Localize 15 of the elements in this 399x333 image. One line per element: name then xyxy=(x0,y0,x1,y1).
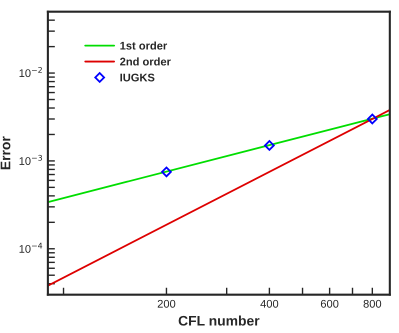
point xyxy=(161,166,172,178)
point xyxy=(367,114,378,124)
x-tick-label: 200 xyxy=(158,300,176,308)
legend-label: IUGKS xyxy=(120,74,154,82)
y-axis-title: Error xyxy=(0,136,10,170)
y-tick-label: 10$^{−4}$ xyxy=(20,242,42,253)
x-axis-title: CFL number xyxy=(178,315,260,326)
legend-label: 2nd order xyxy=(120,57,171,66)
x-tick-label: 600 xyxy=(320,300,338,308)
y-tick-label: 10$^{−3}$ xyxy=(20,154,42,165)
point xyxy=(264,140,275,151)
x-tick-label: 800 xyxy=(364,300,382,308)
legend-label: 1st order xyxy=(120,41,168,50)
x-tick-label: 400 xyxy=(260,300,278,308)
y-tick-label: 10$^{−2}$ xyxy=(20,66,42,78)
